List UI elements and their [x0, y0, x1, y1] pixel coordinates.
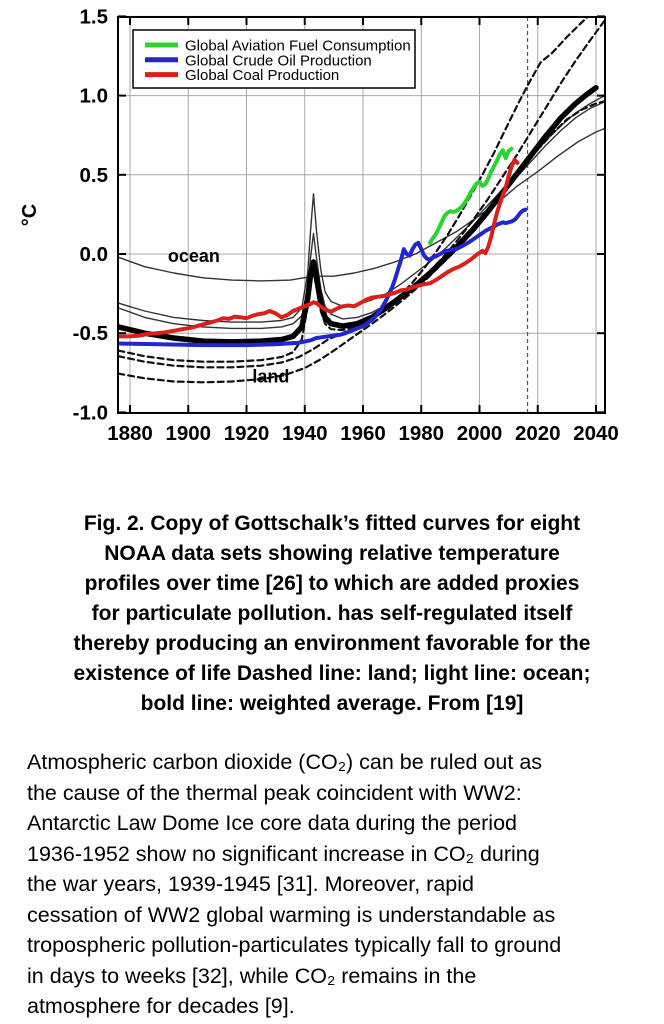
body-line: the cause of the thermal peak coincident…	[27, 780, 522, 805]
body-line: tropospheric pollution-particulates typi…	[27, 933, 562, 957]
body-line: cessation of WW2 global warming is under…	[27, 902, 556, 927]
series-group	[118, 17, 605, 384]
y-tick-label: 1.5	[80, 5, 109, 28]
x-tick-label: 2000	[457, 422, 503, 445]
legend-label: Global Crude Oil Production	[185, 52, 372, 69]
body-line: Atmospheric carbon dioxide (CO₂) can be …	[27, 750, 543, 774]
caption-line: profiles over time [26] to which are add…	[84, 572, 580, 595]
axis-ticks	[118, 15, 605, 414]
x-tick-label: 1980	[398, 422, 444, 445]
caption-line: NOAA data sets showing relative temperat…	[104, 542, 560, 565]
caption-line: thereby producing an environment favorab…	[73, 632, 591, 655]
legend-label: Global Coal Production	[185, 67, 339, 84]
body-line: in days to weeks [32], while CO₂ remains…	[27, 963, 477, 988]
body-paragraph: Atmospheric carbon dioxide (CO₂) can be …	[0, 747, 664, 1022]
body-line: 1936-1952 show no significant increase i…	[27, 841, 540, 866]
caption-line: existence of life Dashed line: land; lig…	[73, 662, 591, 685]
series-weighted-average	[118, 84, 599, 345]
annotation-land: land	[252, 366, 289, 386]
figure-caption: Fig. 2. Copy of Gottschalk’s fitted curv…	[0, 509, 664, 719]
x-tick-label: 1960	[340, 422, 386, 445]
y-axis-title: °C	[19, 204, 41, 226]
caption-line: Fig. 2. Copy of Gottschalk’s fitted curv…	[83, 512, 581, 535]
series-ocean-fit	[118, 127, 605, 282]
caption-line: bold line: weighted average. From [19]	[140, 692, 524, 715]
x-tick-label: 1880	[107, 422, 153, 445]
x-tick-label: 1940	[282, 422, 328, 445]
x-tick-label: 2020	[515, 422, 561, 445]
body-line: the war years, 1939-1945 [31]. Moreover,…	[27, 872, 474, 896]
series-coal	[118, 157, 520, 339]
series-aviation-fuel	[428, 146, 514, 245]
y-tick-label: 0.0	[80, 243, 109, 266]
caption-line: for particulate pollution. has self-regu…	[91, 602, 573, 625]
plot-border	[117, 16, 606, 414]
series-land-fit-c	[118, 99, 605, 384]
figure: 1880 1900 1920 1940 1960 1980 2000 2020 2040 1.5 1…	[0, 5, 664, 719]
legend-box	[132, 29, 416, 89]
annotation-ocean: ocean	[168, 246, 220, 266]
y-tick-label: 0.5	[80, 164, 109, 187]
body-line: atmosphere for decades [9].	[27, 994, 295, 1018]
x-tick-label: 1920	[224, 422, 270, 445]
body-line: Antarctic Law Dome Ice core data during …	[27, 811, 517, 835]
x-tick-label: 1900	[165, 422, 211, 445]
y-tick-label: -1.0	[73, 401, 108, 424]
temperature-chart: 1880 1900 1920 1940 1960 1980 2000 2020 2040 1.5 1…	[19, 5, 619, 445]
x-tick-label: 2040	[573, 422, 619, 445]
y-tick-label: -0.5	[73, 322, 108, 345]
legend-label: Global Aviation Fuel Consumption	[185, 38, 411, 55]
y-tick-label: 1.0	[80, 85, 109, 108]
plot-grid	[118, 15, 605, 413]
